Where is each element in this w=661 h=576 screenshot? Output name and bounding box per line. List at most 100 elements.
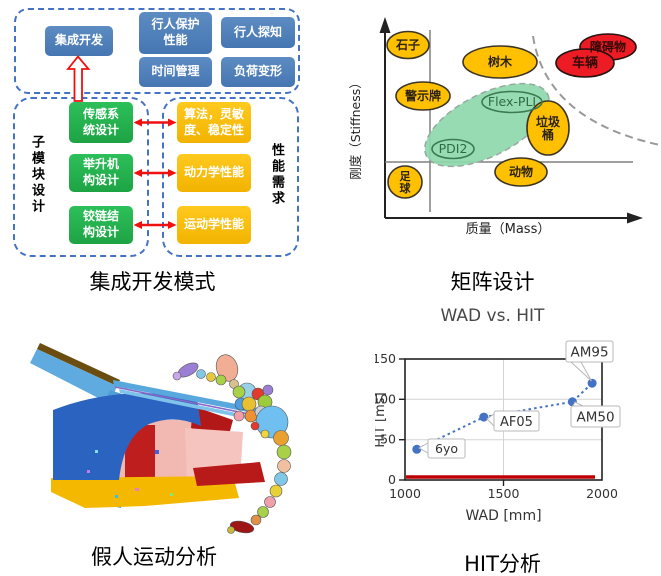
tree-bubble [462, 45, 538, 79]
hit-chart-title: WAD vs. HIT [440, 306, 545, 326]
top-requirements-group [14, 8, 300, 94]
obstacle-label: 障碍物 [590, 39, 626, 54]
pdi2-outline [431, 138, 475, 160]
hit-callouts: AM95 6yo AF05 AM50 [417, 340, 621, 459]
impactor-labels: Flex-PLI PDI2 [439, 94, 537, 156]
car-structure [30, 343, 265, 508]
time-management-label: 时间管理 [151, 64, 200, 79]
trashcan-label-line2: 桶 [542, 127, 554, 142]
red-bubbles [555, 33, 637, 78]
hit-chart: 150 100 50 0 1000 1500 2000 AM95 [375, 340, 621, 524]
integrated-dev-label: 集成开发 [54, 33, 103, 48]
bubble-labels: 石子 警示牌 树木 垃圾 桶 动物 足 球 [395, 38, 561, 195]
hit-x-axis-label: WAD [mm] [465, 508, 541, 524]
point-6yo [412, 444, 422, 454]
trashcan-bubble [526, 100, 570, 156]
performance-vertical-label: 性能需求 [269, 143, 284, 207]
dynamics-box: 动力学性能 [177, 154, 251, 192]
ytick-100: 100 [375, 391, 396, 406]
sensor-system-line1: 传感系 [82, 106, 119, 121]
pdi2-label: PDI2 [439, 141, 468, 156]
lift-mechanism-line1: 举升机 [82, 157, 119, 172]
hit-y-tick-labels: 150 100 50 0 [375, 351, 396, 487]
callout-am50: AM50 [576, 410, 614, 426]
integrated-dev-box: 集成开发 [45, 26, 113, 56]
hinge-structure-line1: 铰链结 [82, 209, 119, 224]
dev-model-panel: 集成开发 行人保护 性能 行人探知 时间管理 负荷变形 子模块设计 性能需求 传… [0, 0, 330, 300]
double-arrows [133, 118, 177, 229]
flexpli-label: Flex-PLI [488, 94, 536, 109]
hit-y-axis-label: HIT [ms] [375, 392, 388, 447]
trashcan-label-line1: 垃圾 [536, 114, 561, 129]
performance-req-group [162, 97, 299, 257]
ytick-0: 0 [388, 472, 396, 487]
kinematics-box: 运动学性能 [177, 206, 251, 244]
pedestrian-protection-line1: 行人保护 [151, 17, 200, 32]
hit-x-tick-labels: 1000 1500 2000 [389, 486, 618, 501]
ytick-50: 50 [380, 432, 396, 447]
callout-af05: AF05 [500, 415, 533, 430]
orange-bubbles [386, 30, 570, 199]
car-detail-dots [87, 450, 173, 498]
sensor-system-line2: 统设计 [82, 122, 119, 137]
green-impactor-zone [424, 82, 550, 168]
callout-6yo: 6yo [435, 441, 458, 456]
point-af05 [479, 412, 489, 422]
xtick-1000: 1000 [389, 486, 421, 501]
matrix-boundary-curve [532, 35, 661, 146]
stone-bubble [386, 30, 430, 60]
time-management-box: 时间管理 [139, 57, 212, 87]
sign-label: 警示牌 [404, 88, 441, 103]
up-arrow [66, 55, 91, 102]
kinematics-label: 运动学性能 [183, 217, 244, 232]
load-deformation-label: 负荷变形 [233, 64, 282, 79]
xtick-1500: 1500 [488, 486, 520, 501]
algorithm-line2: 度、稳定性 [183, 122, 244, 137]
pedestrian-detect-box: 行人探知 [221, 17, 295, 48]
red-bubble-labels: 障碍物 车辆 [572, 39, 626, 71]
pedestrian-detect-label: 行人探知 [233, 24, 282, 39]
point-am95 [587, 378, 597, 388]
tree-label: 树木 [488, 54, 513, 69]
matrix-x-axis-label: 质量（Mass） [466, 222, 551, 237]
submodule-vertical-label: 子模块设计 [29, 135, 44, 215]
hinge-structure-line2: 构设计 [82, 225, 119, 239]
hinge-structure-box: 铰链结 构设计 [69, 206, 133, 244]
vehicle-label: 车辆 [572, 55, 598, 71]
lift-mechanism-line2: 构设计 [82, 173, 119, 187]
sign-bubble [395, 81, 451, 111]
callout-am95: AM95 [570, 345, 608, 361]
algorithm-box: 算法，灵敏 度、稳定性 [177, 102, 251, 143]
ytick-150: 150 [375, 351, 396, 366]
flexpli-outline [481, 90, 543, 114]
pedestrian-dummy [172, 354, 292, 534]
hit-caption: HIT分析 [464, 552, 541, 576]
lift-mechanism-box: 举升机 构设计 [69, 154, 133, 192]
matrix-x-arrowhead [627, 212, 643, 224]
matrix-y-arrowhead [379, 17, 391, 33]
animal-label: 动物 [509, 164, 533, 179]
stone-label: 石子 [395, 38, 420, 52]
dummy-caption: 假人运动分析 [91, 545, 217, 569]
hit-trendline [416, 382, 593, 451]
algorithm-line1: 算法，灵敏 [183, 106, 244, 121]
ball-bubble [387, 165, 423, 199]
dummy-simulation-image [30, 343, 292, 534]
hit-axis-ticks [399, 358, 505, 486]
matrix-caption: 矩阵设计 [450, 270, 535, 294]
dev-model-caption: 集成开发模式 [89, 270, 216, 294]
hit-data-points [412, 378, 597, 454]
ball-label-line2: 球 [400, 181, 412, 195]
dynamics-label: 动力学性能 [183, 165, 244, 180]
vehicle-bubble [555, 48, 615, 78]
animal-bubble [494, 157, 548, 187]
matrix-chart: 石子 警示牌 树木 垃圾 桶 动物 足 球 障碍物 车辆 Flex-PLI PD… [348, 17, 661, 237]
load-deformation-box: 负荷变形 [221, 57, 295, 87]
pedestrian-protection-box: 行人保护 性能 [139, 12, 212, 54]
sensor-system-box: 传感系 统设计 [69, 102, 133, 143]
dev-model-arrows [66, 55, 177, 229]
pedestrian-protection-line2: 性能 [163, 33, 188, 47]
matrix-y-axis-label: 刚度（Stiffness） [348, 76, 363, 180]
ball-label-line1: 足 [400, 170, 412, 183]
